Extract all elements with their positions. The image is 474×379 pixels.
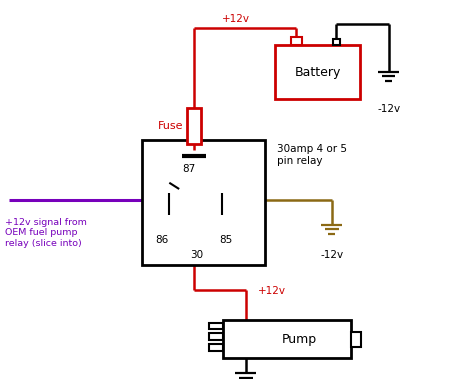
Text: 30: 30 [190, 250, 203, 260]
Bar [209, 333, 223, 340]
Bar [209, 344, 223, 351]
Bar [209, 323, 223, 329]
Bar [351, 332, 361, 347]
Text: +12v: +12v [258, 286, 286, 296]
Bar [333, 39, 340, 45]
Text: 87: 87 [182, 164, 196, 174]
Text: -12v: -12v [320, 249, 343, 260]
Bar [223, 320, 351, 358]
Bar [291, 37, 302, 45]
Text: +12v: +12v [222, 14, 250, 24]
Text: 86: 86 [155, 235, 169, 245]
Bar [187, 108, 201, 144]
Text: Pump: Pump [282, 333, 317, 346]
Bar [142, 140, 265, 265]
Text: Battery: Battery [294, 66, 341, 78]
Text: 30amp 4 or 5
pin relay: 30amp 4 or 5 pin relay [277, 144, 347, 166]
Text: +12v signal from
OEM fuel pump
relay (slice into): +12v signal from OEM fuel pump relay (sl… [5, 218, 87, 247]
Text: -12v: -12v [377, 104, 400, 114]
Text: Fuse: Fuse [158, 121, 183, 131]
Text: 85: 85 [219, 235, 233, 245]
Bar [275, 45, 360, 99]
